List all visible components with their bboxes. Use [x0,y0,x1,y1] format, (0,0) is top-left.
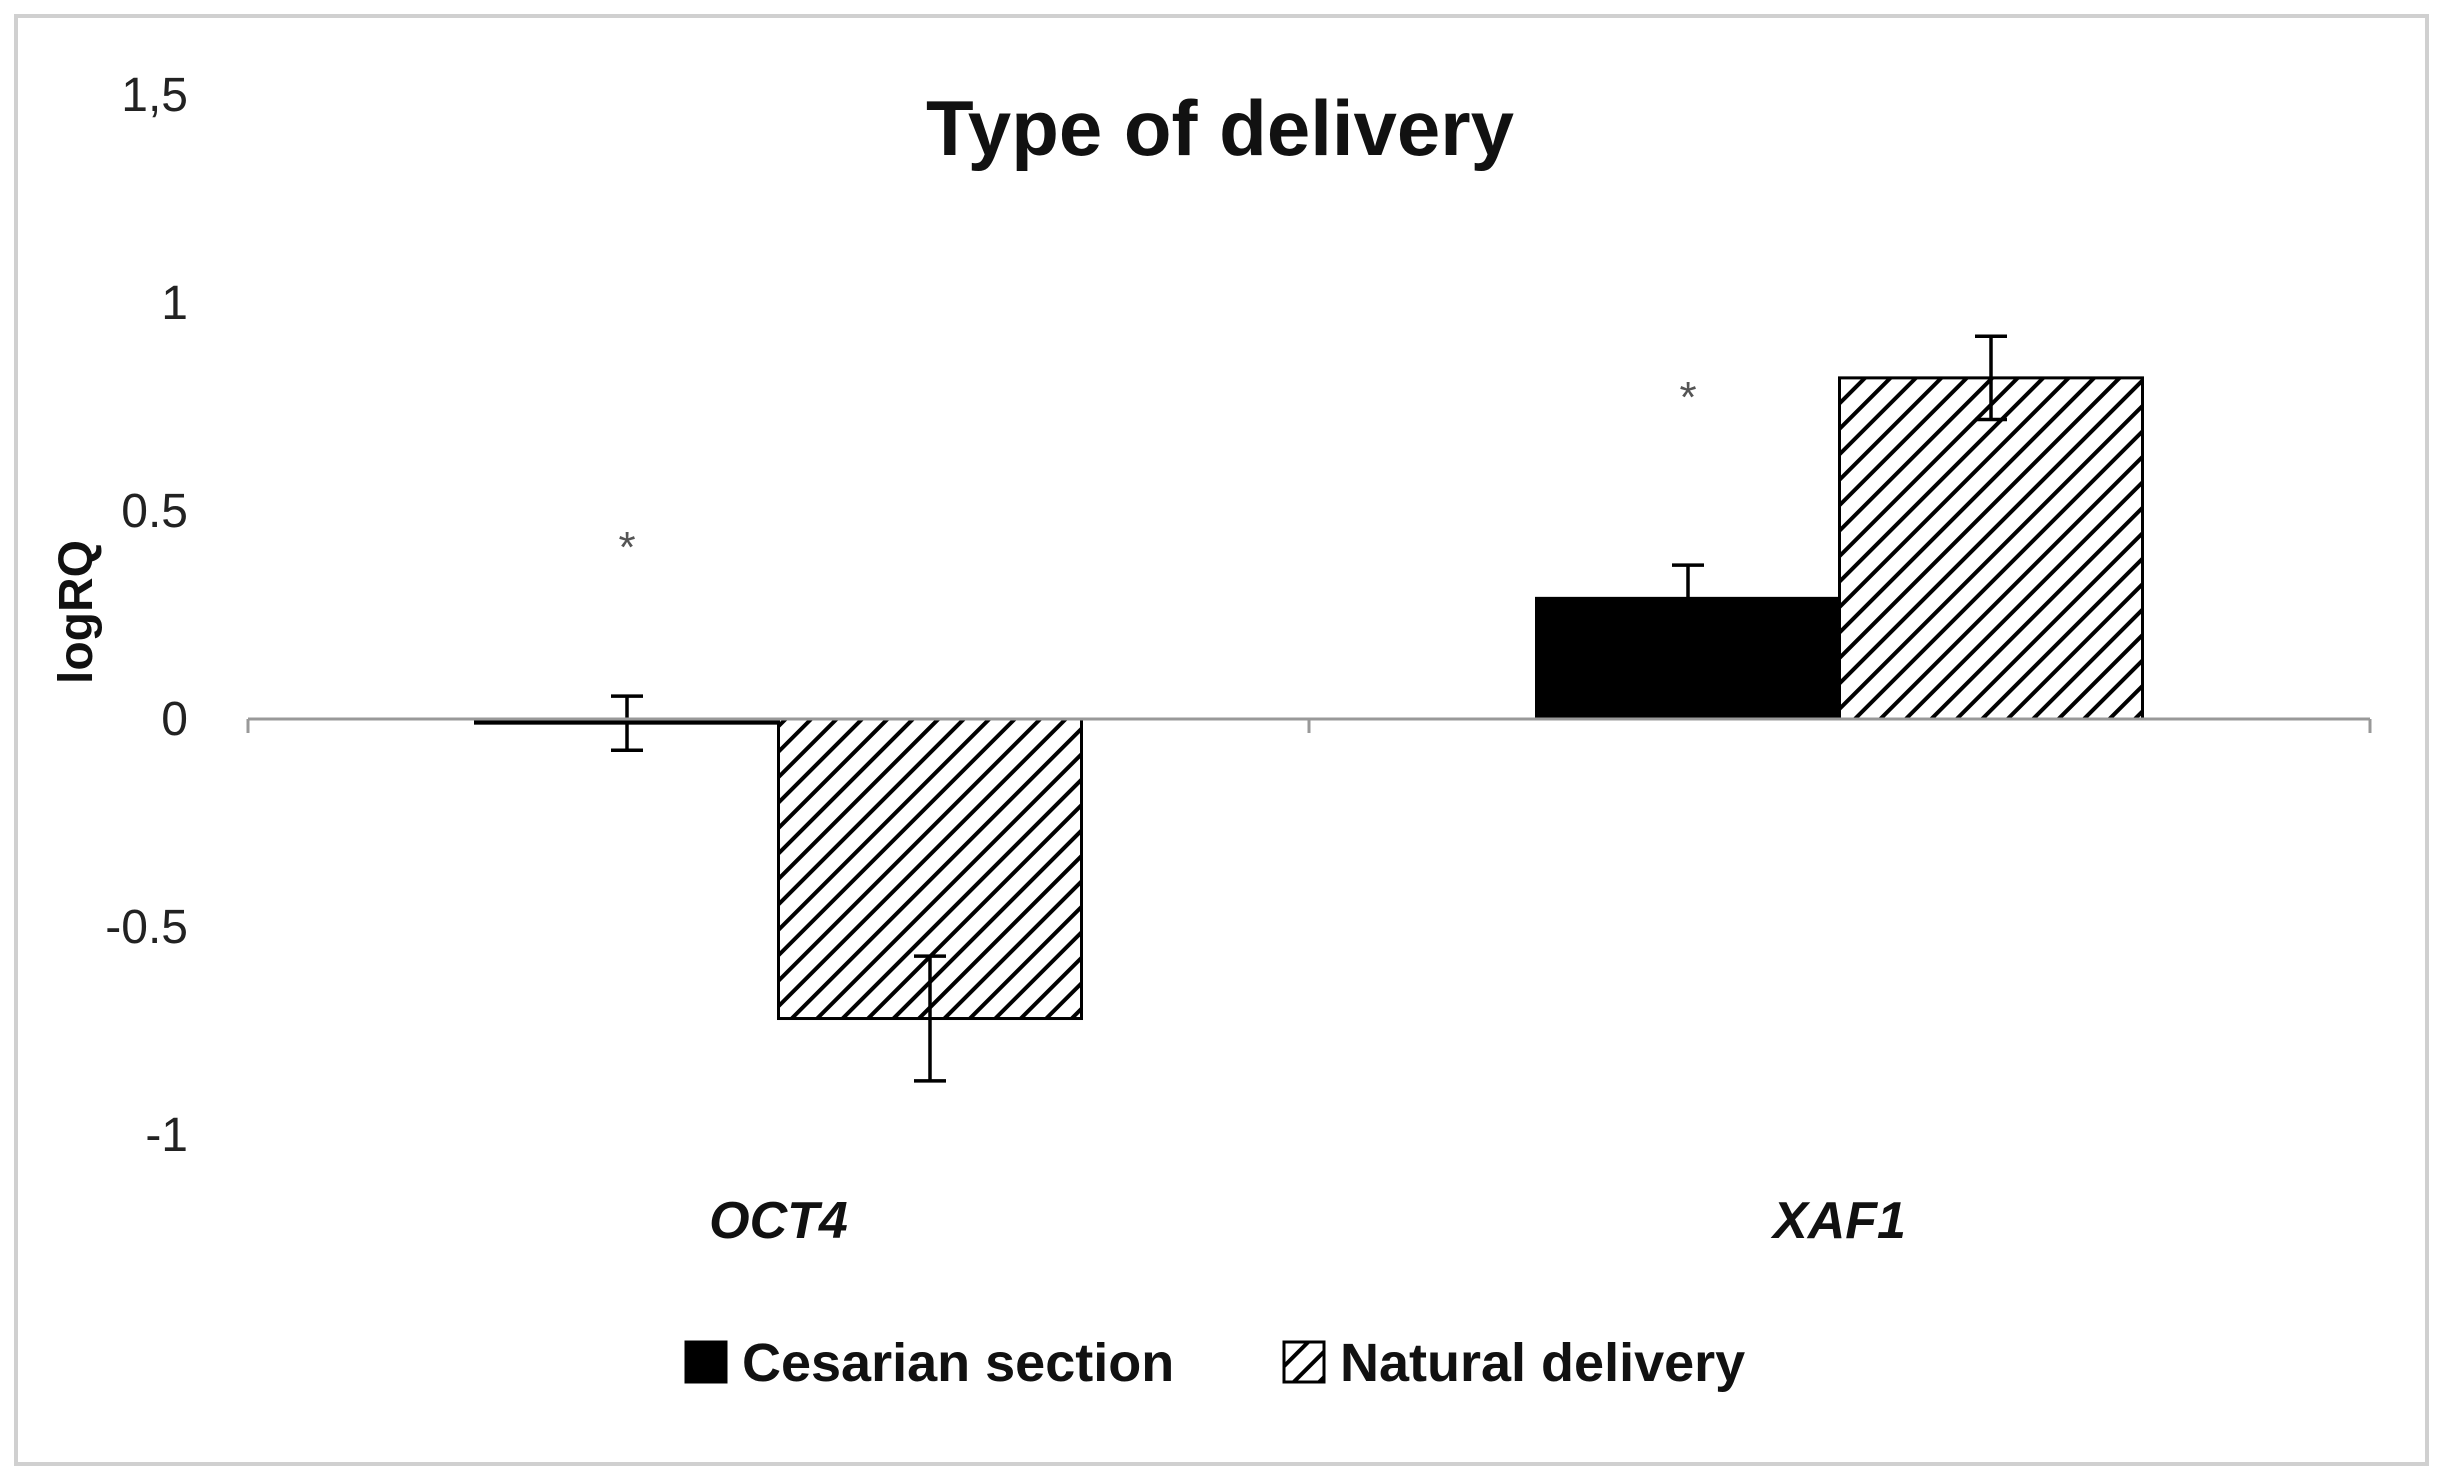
legend-swatch [684,1340,728,1384]
error-bar [611,694,643,752]
significance-marker: * [618,523,635,572]
error-bar [914,954,946,1083]
chart-frame [14,14,2429,1466]
error-bars [611,334,2007,1083]
x-axis-line [246,717,2372,733]
legend-label: Cesarian section [742,1333,1174,1393]
y-axis-label: logRQ [50,540,103,684]
error-bar [1975,334,2007,422]
legend: Cesarian section Natural delivery [684,1333,1745,1393]
legend-label: Natural delivery [1340,1333,1745,1393]
y-tick-label: 1,5 [121,69,188,122]
x-category-label: OCT4 [709,1192,848,1250]
y-tick-label: 0 [161,693,188,746]
x-category-label: XAF1 [1770,1192,1906,1250]
significance-marker: * [1679,373,1696,422]
x-axis-categories: OCT4 XAF1 [709,1192,1906,1250]
error-bar [1672,563,1704,634]
y-tick-label: -1 [145,1109,188,1162]
y-tick-label: 0.5 [121,485,188,538]
y-tick-label: -0.5 [105,901,188,954]
y-axis: 1,5 1 0.5 0 -0.5 -1 [105,69,188,1162]
bars [474,376,2144,1021]
bar-xaf1-natural-delivery [1838,376,2144,721]
chart-title: Type of delivery [926,84,1514,172]
y-tick-label: 1 [161,277,188,330]
annotations: ** [618,373,1696,572]
legend-swatch [1282,1340,1326,1384]
